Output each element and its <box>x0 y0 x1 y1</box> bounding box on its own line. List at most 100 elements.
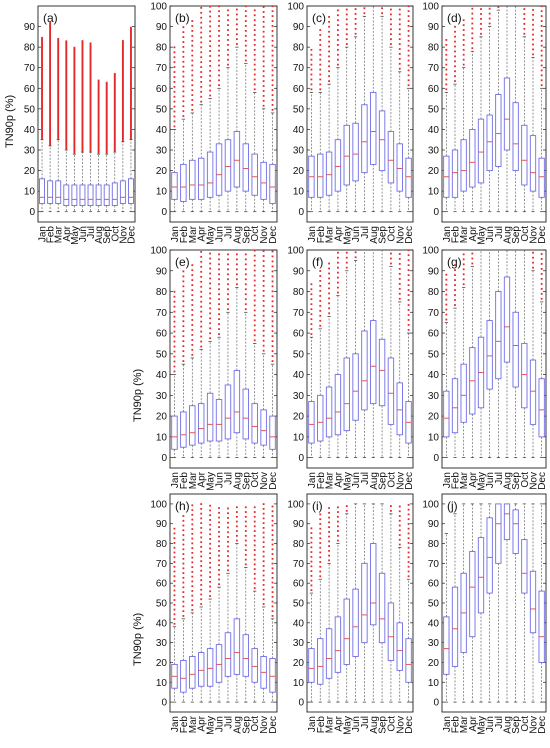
outlier-point <box>41 122 43 125</box>
outlier-point <box>209 509 212 512</box>
outlier-point <box>73 103 76 106</box>
outlier-point <box>445 308 448 311</box>
outlier-point <box>244 44 247 47</box>
x-tick-label: Jun <box>351 472 362 488</box>
outlier-point <box>57 109 60 112</box>
outlier-point <box>182 285 185 288</box>
outlier-point <box>200 541 203 544</box>
outlier-point <box>105 82 108 85</box>
outlier-point <box>73 114 76 117</box>
outlier-point <box>337 48 339 51</box>
outlier-point <box>130 74 132 77</box>
outlier-point <box>191 590 194 592</box>
outlier-point <box>244 5 247 8</box>
outlier-point <box>130 26 132 29</box>
outlier-point <box>532 9 534 11</box>
panel-b: 0102030405060708090100(b)JanFebMarAprMay… <box>150 2 279 245</box>
outlier-point <box>89 120 92 123</box>
outlier-point <box>89 130 92 133</box>
outlier-point <box>73 68 76 71</box>
outlier-point <box>41 76 43 79</box>
outlier-point <box>97 119 100 121</box>
outlier-point <box>97 96 100 99</box>
outlier-point <box>271 285 274 288</box>
outlier-point <box>540 54 543 57</box>
outlier-point <box>407 259 410 262</box>
outlier-point <box>57 118 60 121</box>
outlier-point <box>105 135 108 137</box>
outlier-point <box>41 84 43 87</box>
outlier-point <box>97 98 100 101</box>
outlier-point <box>65 112 68 115</box>
outlier-point <box>130 60 132 63</box>
outlier-point <box>97 129 100 132</box>
outlier-point <box>471 47 474 50</box>
box-iqr <box>197 157 205 200</box>
outlier-point <box>319 285 322 287</box>
outlier-point <box>200 546 203 548</box>
box-iqr <box>242 388 250 440</box>
outlier-point <box>200 265 203 268</box>
outlier-point <box>407 537 410 540</box>
outlier-point <box>173 300 176 303</box>
outlier-point <box>271 553 274 555</box>
outlier-point <box>407 551 410 554</box>
outlier-point <box>337 520 339 523</box>
outlier-point <box>209 332 212 335</box>
box-iqr <box>370 91 377 165</box>
outlier-point <box>200 71 203 73</box>
outlier-point <box>262 104 265 107</box>
x-tick-label: Dec <box>404 472 415 490</box>
outlier-point <box>81 103 84 106</box>
outlier-point <box>480 13 482 15</box>
outlier-point <box>89 50 92 53</box>
outlier-point <box>271 20 274 22</box>
outlier-point <box>41 85 43 88</box>
outlier-point <box>227 9 229 12</box>
outlier-point <box>81 135 84 138</box>
outlier-point <box>113 95 116 98</box>
outlier-point <box>253 63 256 66</box>
panel-d: 0102030405060708090100(d)JanFebMarAprMay… <box>422 2 548 245</box>
outlier-point <box>390 38 392 41</box>
outlier-point <box>462 39 465 41</box>
outlier-point <box>454 25 456 28</box>
outlier-point <box>81 68 84 71</box>
outlier-point <box>200 550 203 553</box>
outlier-point <box>121 92 124 94</box>
outlier-point <box>345 33 348 36</box>
outlier-point <box>354 251 357 254</box>
x-tick-label: Mar <box>459 715 470 733</box>
outlier-point <box>271 108 274 111</box>
outlier-point <box>41 119 43 122</box>
outlier-point <box>121 136 124 139</box>
outlier-point <box>328 530 330 533</box>
y-axis-label-row1: TN90p (%) <box>4 94 16 148</box>
outlier-point <box>81 139 84 142</box>
x-tick-label: Jul <box>494 472 505 485</box>
outlier-point <box>49 66 52 69</box>
panel-label: (b) <box>175 11 190 25</box>
outlier-point <box>49 135 52 138</box>
outlier-point <box>73 70 76 73</box>
x-tick-label: Jun <box>485 472 496 488</box>
outlier-point <box>218 79 220 82</box>
outlier-point <box>130 110 132 113</box>
outlier-point <box>81 112 84 115</box>
outlier-point <box>73 47 76 50</box>
box-iqr <box>215 644 223 683</box>
outlier-point <box>209 272 212 275</box>
outlier-point <box>271 275 274 278</box>
outlier-point <box>121 93 124 96</box>
outlier-point <box>73 129 76 132</box>
outlier-point <box>271 99 274 101</box>
outlier-point <box>41 71 43 74</box>
outlier-point <box>81 69 84 72</box>
outlier-point <box>262 294 265 297</box>
outlier-point <box>130 119 132 122</box>
outlier-point <box>65 63 68 65</box>
x-tick-label: Jul <box>223 716 234 729</box>
y-tick-label: 30 <box>293 638 305 649</box>
outlier-point <box>41 59 43 62</box>
outlier-point <box>49 143 52 146</box>
